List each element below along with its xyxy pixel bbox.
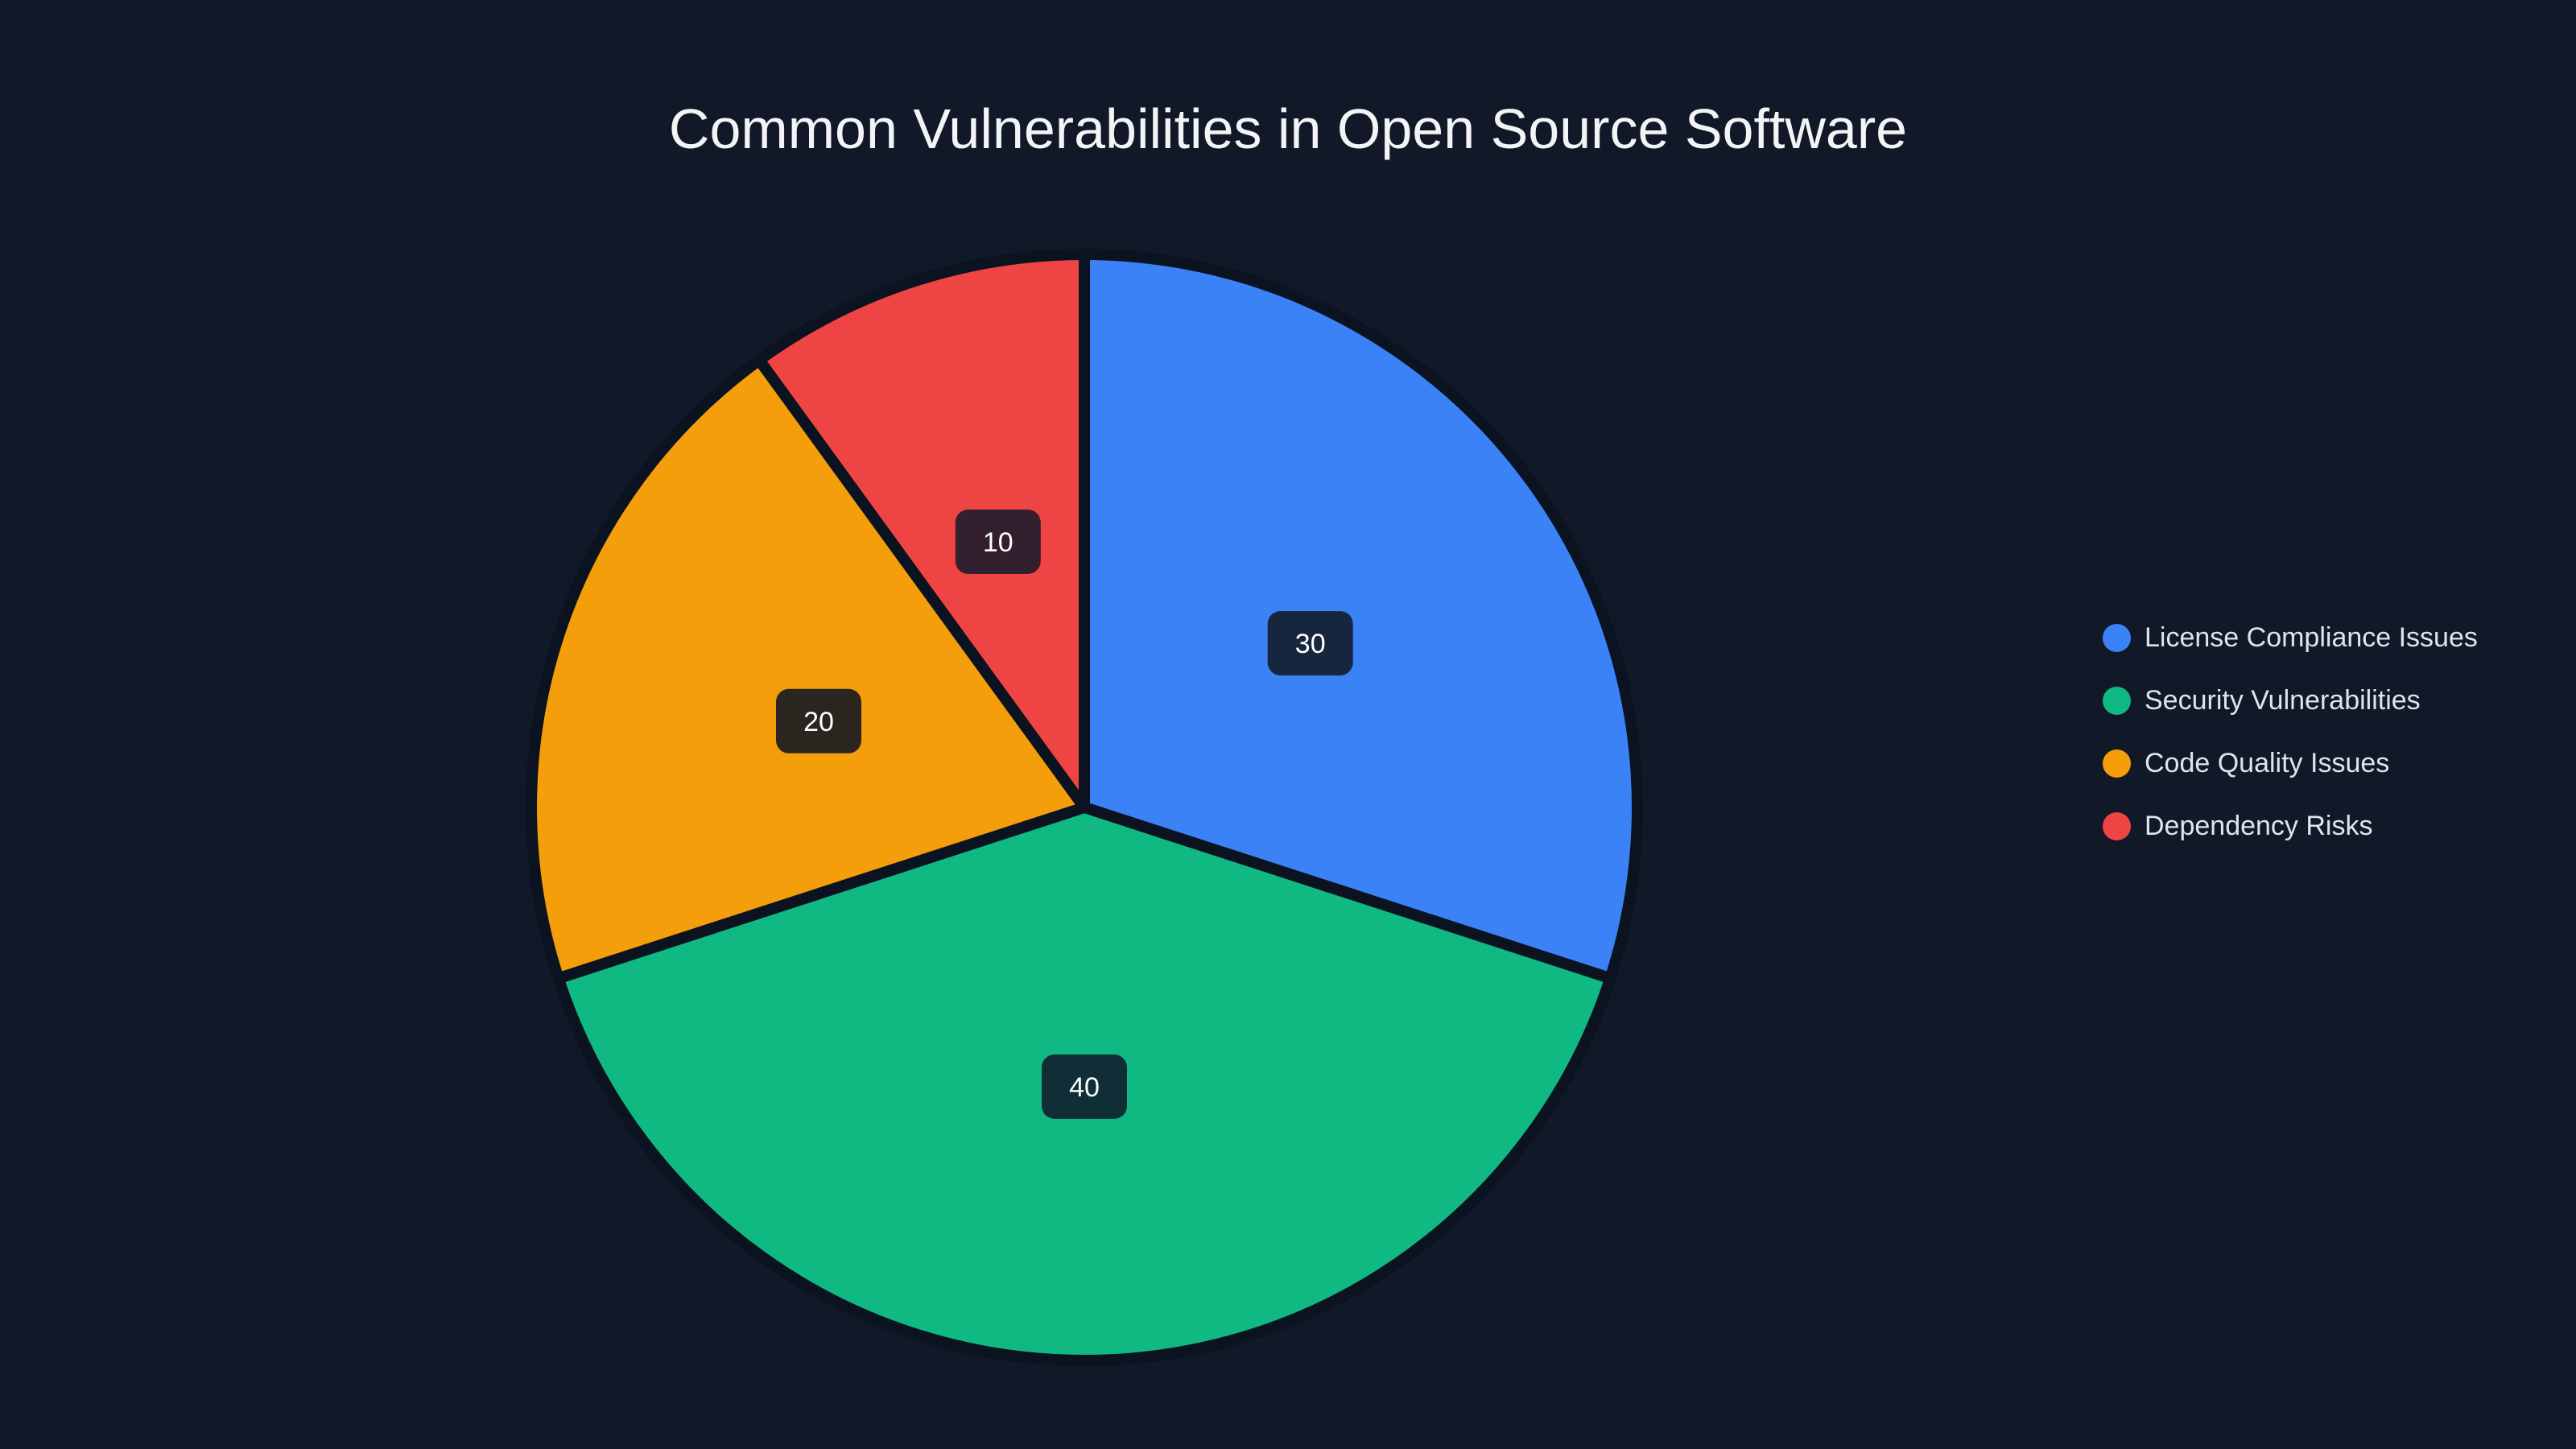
svg-text:10: 10 xyxy=(983,527,1013,558)
svg-text:30: 30 xyxy=(1295,629,1326,659)
svg-text:40: 40 xyxy=(1069,1072,1100,1103)
svg-text:20: 20 xyxy=(803,707,834,737)
